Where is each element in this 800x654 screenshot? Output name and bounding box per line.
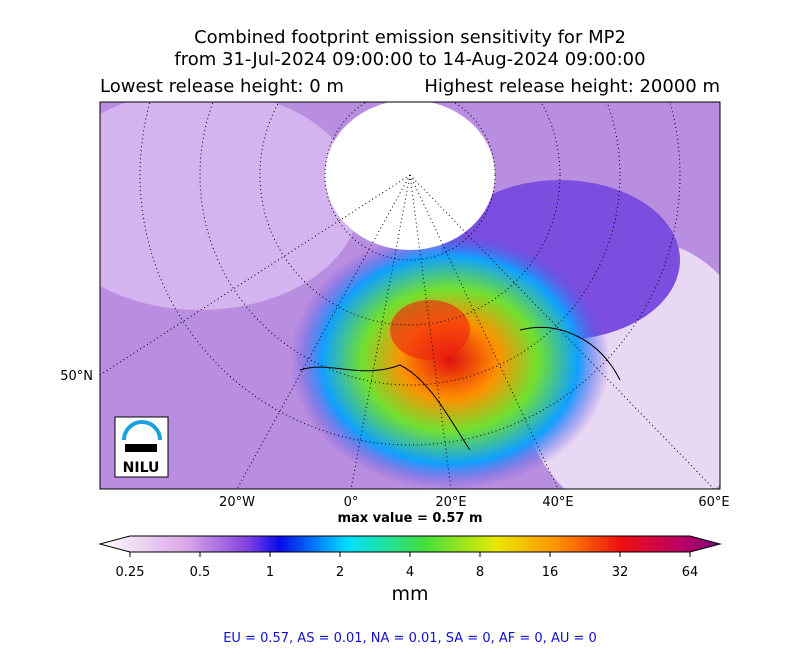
colorbar-tick-label: 32	[612, 565, 629, 580]
colorbar-tick-label: 4	[406, 565, 414, 580]
lat-label: 50°N	[60, 369, 93, 384]
colorbar	[98, 535, 722, 553]
lon-label: 60°E	[698, 495, 729, 510]
map	[100, 102, 720, 489]
title-line: from 31-Jul-2024 09:00:00 to 14-Aug-2024…	[174, 49, 645, 70]
colorbar-tick-label: 8	[476, 565, 484, 580]
colorbar-tick-label: 1	[266, 565, 274, 580]
map-frame	[99, 101, 721, 490]
lon-label: 20°W	[219, 495, 255, 510]
colorbar-ticks: 0.25 0.5 1 2 4 8 16 32 64	[116, 552, 699, 580]
highest-height: Highest release height: 20000 m	[424, 76, 720, 97]
lon-label: 40°E	[542, 495, 573, 510]
lowest-height: Lowest release height: 0 m	[100, 76, 344, 97]
colorbar-unit: mm	[391, 583, 428, 605]
title-line: Combined footprint emission sensitivity …	[194, 27, 626, 48]
colorbar-tick-label: 0.25	[116, 565, 145, 580]
logo-text: NILU	[123, 460, 160, 476]
lon-label: 20°E	[435, 495, 466, 510]
colorbar-tick-label: 0.5	[190, 565, 211, 580]
colorbar-tick-label: 64	[682, 565, 699, 580]
max-value: max value = 0.57 m	[337, 511, 482, 526]
colorbar-tick-label: 16	[542, 565, 559, 580]
lon-label: 0°	[344, 495, 359, 510]
colorbar-tick-label: 2	[336, 565, 344, 580]
region-summary: EU = 0.57, AS = 0.01, NA = 0.01, SA = 0,…	[223, 631, 597, 646]
nilu-logo: NILU	[114, 416, 169, 478]
